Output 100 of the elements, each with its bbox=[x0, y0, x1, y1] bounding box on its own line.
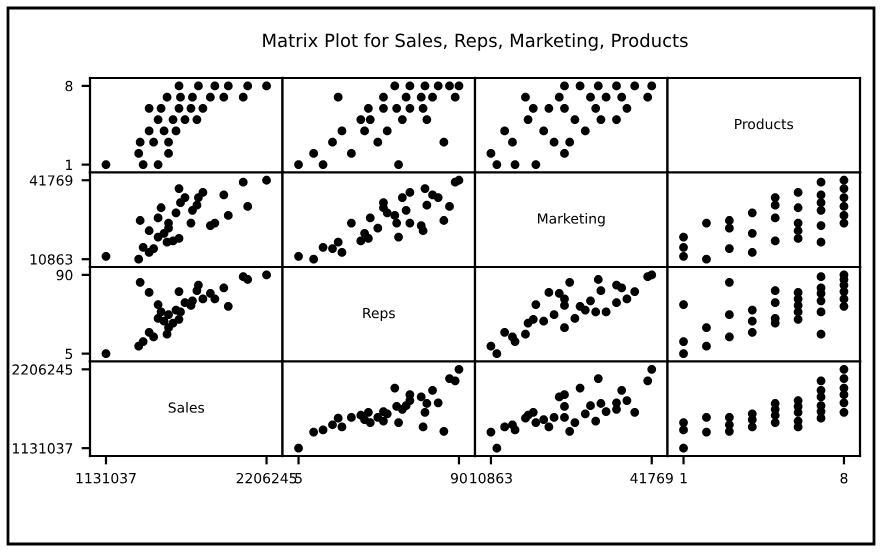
point bbox=[528, 407, 538, 417]
point bbox=[839, 184, 849, 193]
point bbox=[630, 81, 640, 91]
point bbox=[724, 223, 734, 233]
point bbox=[839, 374, 849, 383]
point bbox=[186, 218, 196, 228]
point bbox=[724, 332, 734, 342]
point bbox=[539, 316, 549, 326]
point bbox=[433, 81, 443, 91]
point bbox=[138, 242, 148, 252]
point bbox=[486, 341, 496, 351]
point bbox=[418, 422, 428, 432]
point bbox=[346, 413, 356, 422]
point bbox=[318, 425, 328, 435]
point bbox=[544, 288, 554, 297]
point bbox=[153, 115, 163, 125]
point bbox=[679, 300, 688, 309]
point bbox=[159, 126, 169, 136]
point bbox=[549, 137, 559, 147]
point bbox=[422, 399, 432, 408]
point bbox=[394, 160, 403, 170]
point bbox=[205, 289, 215, 298]
point bbox=[171, 126, 181, 136]
point bbox=[528, 103, 538, 113]
point bbox=[135, 277, 145, 287]
point bbox=[450, 376, 460, 386]
point bbox=[575, 81, 585, 91]
point bbox=[586, 401, 595, 411]
point bbox=[702, 254, 711, 264]
point bbox=[346, 218, 356, 228]
point bbox=[679, 349, 688, 359]
point bbox=[560, 103, 569, 113]
point bbox=[194, 193, 203, 202]
point bbox=[373, 137, 383, 147]
point bbox=[544, 103, 554, 113]
point bbox=[816, 237, 826, 247]
point bbox=[309, 148, 319, 158]
point bbox=[816, 190, 826, 200]
point bbox=[445, 202, 454, 211]
point bbox=[144, 103, 154, 113]
point bbox=[702, 323, 711, 333]
point bbox=[454, 364, 464, 374]
point bbox=[416, 92, 426, 102]
point bbox=[238, 177, 248, 187]
point bbox=[262, 270, 271, 280]
point bbox=[138, 160, 148, 170]
point bbox=[570, 314, 580, 323]
point bbox=[747, 208, 757, 218]
point bbox=[144, 226, 154, 236]
point bbox=[405, 218, 415, 228]
point bbox=[593, 275, 603, 284]
point bbox=[554, 92, 564, 102]
point bbox=[724, 310, 734, 320]
point bbox=[333, 413, 343, 423]
point bbox=[601, 407, 611, 416]
point bbox=[318, 160, 328, 170]
point bbox=[839, 390, 849, 400]
point bbox=[422, 200, 432, 210]
point bbox=[439, 216, 449, 225]
point bbox=[586, 92, 595, 102]
point bbox=[198, 103, 208, 113]
point bbox=[328, 420, 337, 430]
point bbox=[492, 349, 502, 359]
point bbox=[702, 413, 711, 422]
point bbox=[560, 413, 569, 422]
point bbox=[770, 213, 780, 223]
point bbox=[101, 251, 111, 261]
point bbox=[390, 211, 400, 220]
point bbox=[549, 310, 559, 320]
point bbox=[486, 427, 496, 437]
point bbox=[174, 81, 184, 91]
point bbox=[679, 425, 688, 435]
point bbox=[390, 383, 400, 393]
point bbox=[134, 148, 144, 158]
point bbox=[500, 126, 510, 136]
point bbox=[612, 298, 621, 308]
point bbox=[192, 115, 202, 125]
point bbox=[162, 92, 172, 102]
point bbox=[601, 92, 611, 102]
point bbox=[144, 288, 154, 297]
point bbox=[601, 307, 611, 317]
point bbox=[428, 385, 437, 395]
point bbox=[205, 92, 215, 102]
point bbox=[839, 407, 849, 417]
point bbox=[433, 193, 443, 202]
point bbox=[262, 81, 271, 91]
point bbox=[679, 251, 688, 261]
point bbox=[500, 422, 510, 432]
point bbox=[747, 316, 757, 326]
point bbox=[747, 248, 757, 257]
point bbox=[238, 92, 248, 102]
point bbox=[770, 418, 780, 427]
point bbox=[770, 193, 780, 202]
point bbox=[186, 103, 196, 113]
point bbox=[580, 126, 590, 136]
point bbox=[523, 115, 533, 125]
point bbox=[724, 413, 734, 422]
point bbox=[617, 385, 627, 395]
point bbox=[337, 422, 347, 432]
point bbox=[365, 213, 375, 223]
